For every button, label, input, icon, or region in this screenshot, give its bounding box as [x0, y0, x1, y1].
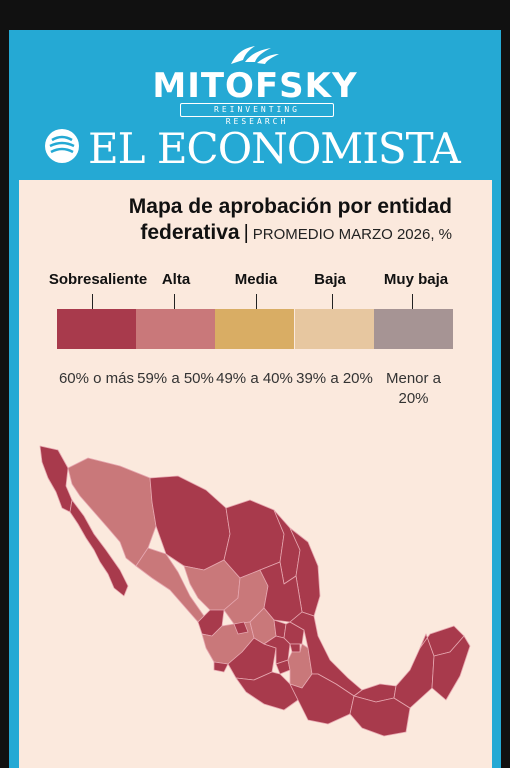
state-baja-california [39, 445, 73, 513]
state-campeche [393, 633, 435, 709]
legend-label-media: Media [234, 271, 278, 288]
legend-range-baja: 39% a 20% [296, 370, 373, 387]
state-colima [213, 661, 229, 673]
state-aguascalientes [233, 621, 249, 635]
legend-swatch-baja [295, 309, 374, 349]
legend-label-muy-baja: Muy baja [383, 271, 449, 288]
title-line1: Mapa de aprobación por entidad [128, 195, 452, 218]
legend-swatch-alta [136, 309, 215, 349]
legend-swatch-media [215, 309, 294, 349]
mexico-approval-map [39, 445, 471, 737]
state-baja-california-sur [69, 499, 129, 597]
mitofsky-bird-icon [231, 46, 279, 64]
title-subtitle: PROMEDIO MARZO 2026, % [252, 226, 452, 243]
mitofsky-tagline: REINVENTING RESEARCH [180, 103, 334, 126]
el-economista-logo: EL ECONOMISTA [88, 124, 461, 173]
legend-label-baja: Baja [314, 271, 346, 288]
state-estado-de-mexico [263, 635, 291, 665]
el-economista-globe-icon [45, 129, 79, 163]
legend-range-sobresaliente: 60% o más [58, 370, 135, 387]
mitofsky-logo: MITOFSKY [152, 66, 358, 106]
legend-range-media: 49% a 40% [216, 370, 293, 387]
title-line2: federativa [140, 221, 240, 244]
legend-range-muy-baja: Menor a 20% [385, 370, 442, 407]
state-quintana-roo [431, 635, 471, 701]
state-tlaxcala [289, 643, 301, 653]
title-separator: | [243, 222, 249, 244]
legend-range-alta: 59% a 50% [137, 370, 214, 387]
legend-label-alta: Alta [161, 271, 191, 288]
legend-swatch-muy-baja [374, 309, 453, 349]
legend-swatch-sobresaliente [57, 309, 136, 349]
legend-label-sobresaliente: Sobresaliente [48, 271, 148, 288]
page-title: Mapa de aprobación por entidad federativ… [129, 194, 452, 248]
